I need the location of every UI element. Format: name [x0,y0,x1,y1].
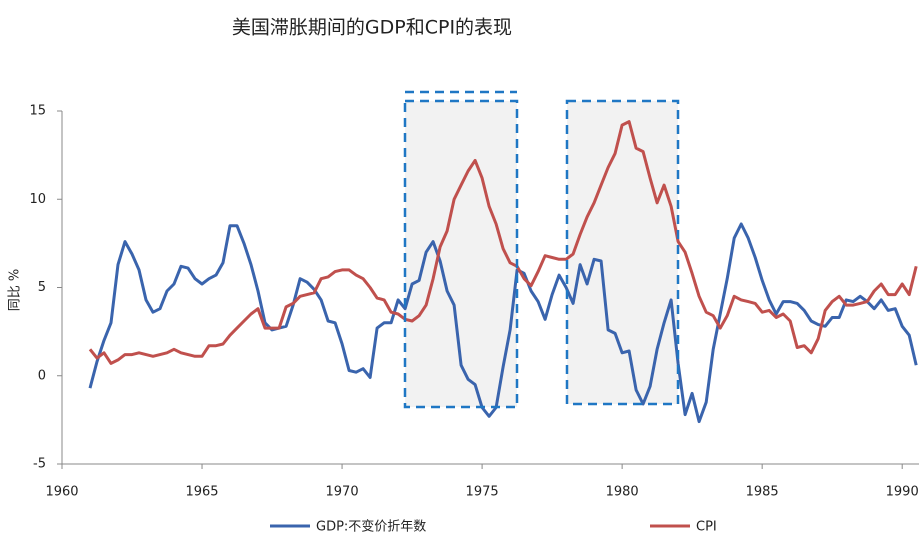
plot-area: -5 0 5 10 15 1960 1965 1970 1975 1980 1985 1990 [29,104,919,500]
y-axis-label: 同比 % [8,269,23,312]
legend-label: GDP:不变价折年数 [316,519,426,535]
x-tick-label: 1960 [45,485,78,500]
y-tick-label: 15 [29,104,46,119]
x-tick-label: 1970 [326,485,359,500]
x-tick-label: 1985 [746,485,779,500]
chart-title: 美国滞胀期间的GDP和CPI的表现 [232,17,512,39]
y-tick-label: 0 [38,368,46,383]
series-line [88,120,918,365]
y-tick-label: -5 [33,457,46,472]
legend-label: CPI [696,520,717,535]
dashed-box [403,99,519,409]
y-tick-label: 10 [29,192,46,207]
x-tick-label: 1975 [466,485,499,500]
x-tick-label: 1990 [886,485,919,500]
dashed-box [565,99,680,406]
highlight-region [567,101,678,404]
x-tick-label: 1980 [606,485,639,500]
series-line [88,222,918,424]
y-tick-label: 5 [38,280,46,295]
x-tick-label: 1965 [185,485,218,500]
